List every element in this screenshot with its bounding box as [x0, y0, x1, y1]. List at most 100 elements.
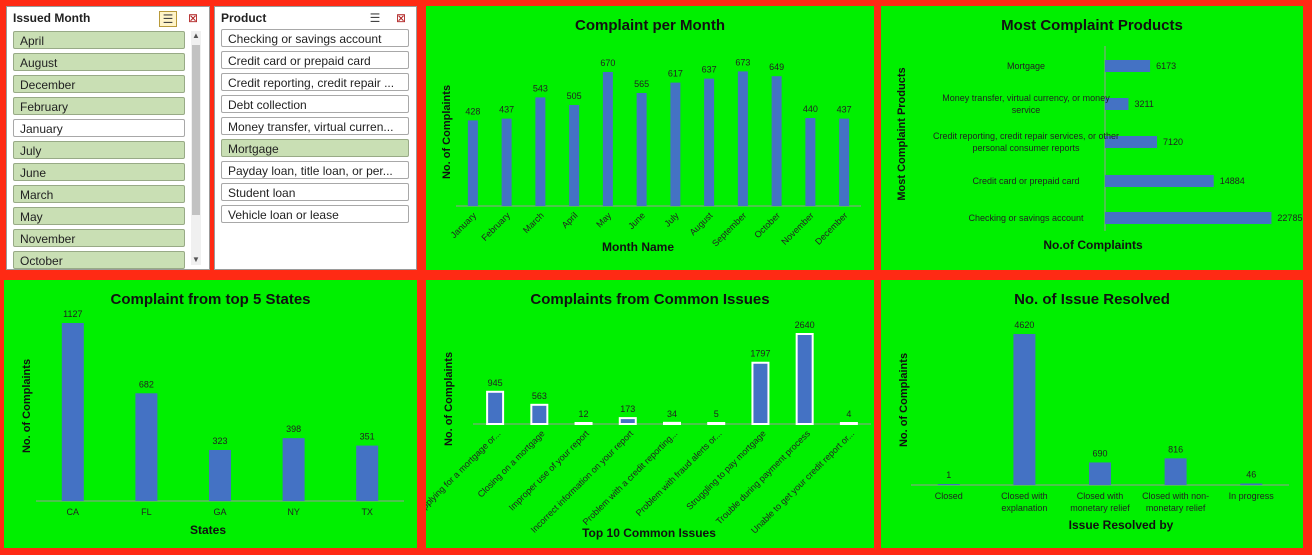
slicer-item[interactable]: Credit reporting, credit repair ... [221, 73, 409, 91]
slicer-item[interactable]: April [13, 31, 185, 49]
slicer-item[interactable]: May [13, 207, 185, 225]
data-label: 4 [846, 409, 851, 419]
slicer-item[interactable]: December [13, 75, 185, 93]
panel-most-complaint-products: Most Complaint Products No.of Complaints M… [881, 6, 1303, 270]
slicer-item[interactable]: Credit card or prepaid card [221, 51, 409, 69]
clear-filter-icon[interactable]: ⊠ [395, 11, 407, 25]
product-slicer: Product ☰ ⊠ Checking or savings account C… [214, 6, 417, 270]
scroll-thumb[interactable] [192, 45, 200, 215]
data-label: 351 [360, 432, 375, 442]
slicer-item[interactable]: February [13, 97, 185, 115]
slicer-item[interactable]: August [13, 53, 185, 71]
bar [618, 417, 637, 426]
data-label: 682 [139, 379, 154, 389]
bar [1105, 136, 1158, 148]
bar [1105, 212, 1272, 224]
chart-issue-resolved: No. of Issue Resolved Issue Resolved by No… [898, 291, 1289, 532]
tick-label: June [626, 210, 647, 231]
tick-label: September [710, 210, 748, 248]
tick-label: Closed with explanation [1001, 491, 1048, 513]
slicer-title: Product [221, 11, 267, 25]
data-label: 505 [567, 91, 582, 101]
scrollbar[interactable]: ▲ ▼ [191, 31, 201, 265]
data-label: 543 [533, 83, 548, 93]
tick-label: Problem with a credit reporting... [581, 428, 680, 527]
data-label: 7120 [1163, 137, 1183, 147]
tick-label: August [688, 210, 715, 237]
bar [209, 449, 231, 501]
slicer-item[interactable]: October [13, 251, 185, 269]
bar [1164, 458, 1187, 485]
data-label: 14884 [1220, 176, 1245, 186]
tick-label: July [662, 210, 681, 229]
multi-select-icon[interactable]: ☰ [159, 11, 177, 27]
slicer-item[interactable]: Debt collection [221, 95, 409, 113]
tick-label: NY [287, 507, 300, 517]
slicer-item[interactable]: Mortgage [221, 139, 409, 157]
slicer-item[interactable]: Vehicle loan or lease [221, 205, 409, 223]
chart-title: Most Complaint Products [1001, 17, 1183, 34]
y-axis-label: No. of Complaints [898, 353, 910, 447]
data-label: 637 [702, 65, 717, 75]
bar [937, 484, 960, 485]
data-label: 690 [1092, 448, 1107, 458]
slicer-item[interactable]: November [13, 229, 185, 247]
tick-label: GA [213, 507, 226, 517]
tick-label: Credit reporting, credit repair services… [933, 131, 1119, 153]
chart-title: No. of Issue Resolved [1014, 291, 1170, 308]
data-label: 46 [1246, 469, 1256, 479]
bar [61, 323, 84, 501]
slicer-item[interactable]: July [13, 141, 185, 159]
scroll-up-icon[interactable]: ▲ [192, 31, 200, 40]
bar [486, 390, 505, 425]
slicer-item[interactable]: January [13, 119, 185, 137]
x-axis-label: Month Name [602, 240, 674, 254]
x-axis-label: Top 10 Common Issues [582, 526, 716, 540]
y-axis-label: Most Complaint Products [896, 67, 908, 200]
data-label: 398 [286, 424, 301, 434]
data-label: 1127 [63, 309, 82, 319]
bar [135, 393, 158, 501]
data-label: 673 [735, 57, 750, 67]
data-label: 2640 [795, 320, 815, 330]
multi-select-icon[interactable]: ☰ [369, 11, 381, 25]
data-label: 617 [668, 69, 683, 79]
slicer-item[interactable]: June [13, 163, 185, 181]
chart-complaint-per-month: Complaint per Month Month Name No. of Comp… [441, 17, 861, 254]
scroll-down-icon[interactable]: ▼ [192, 255, 200, 264]
bar [771, 76, 782, 206]
data-label: 670 [600, 58, 615, 68]
slicer-item[interactable]: Checking or savings account [221, 29, 409, 47]
bar [1105, 60, 1151, 72]
bar [751, 361, 770, 426]
panel-common-issues: Complaints from Common Issues Top 10 Comm… [416, 280, 874, 548]
chart-title: Complaints from Common Issues [530, 291, 769, 308]
tick-label: October [752, 210, 782, 240]
slicer-header: Product ☰ ⊠ [215, 7, 416, 29]
data-label: 565 [634, 79, 649, 89]
bar [1089, 462, 1111, 485]
slicer-item[interactable]: March [13, 185, 185, 203]
clear-filter-icon[interactable]: ⊠ [187, 11, 199, 25]
bar [839, 422, 858, 425]
tick-label: March [521, 210, 546, 235]
tick-label: Money transfer, virtual currency, or mon… [942, 93, 1110, 115]
bar [1105, 98, 1129, 110]
tick-label: November [779, 210, 815, 246]
y-axis-label: No. of Complaints [441, 85, 453, 179]
slicer-item[interactable]: Payday loan, title loan, or per... [221, 161, 409, 179]
tick-label: Mortgage [1007, 61, 1045, 71]
data-label: 428 [465, 106, 480, 116]
bar [663, 421, 681, 426]
slicer-item[interactable]: Money transfer, virtual curren... [221, 117, 409, 135]
y-axis-label: No. of Complaints [21, 359, 33, 453]
bar [636, 93, 647, 206]
data-label: 1797 [750, 349, 770, 359]
tick-label: May [594, 210, 613, 229]
bar [1013, 334, 1036, 485]
data-label: 6173 [1156, 61, 1176, 71]
bar [795, 333, 814, 425]
bar [805, 118, 816, 206]
tick-label: Closed with non-monetary relief [1142, 491, 1209, 513]
slicer-item[interactable]: Student loan [221, 183, 409, 201]
